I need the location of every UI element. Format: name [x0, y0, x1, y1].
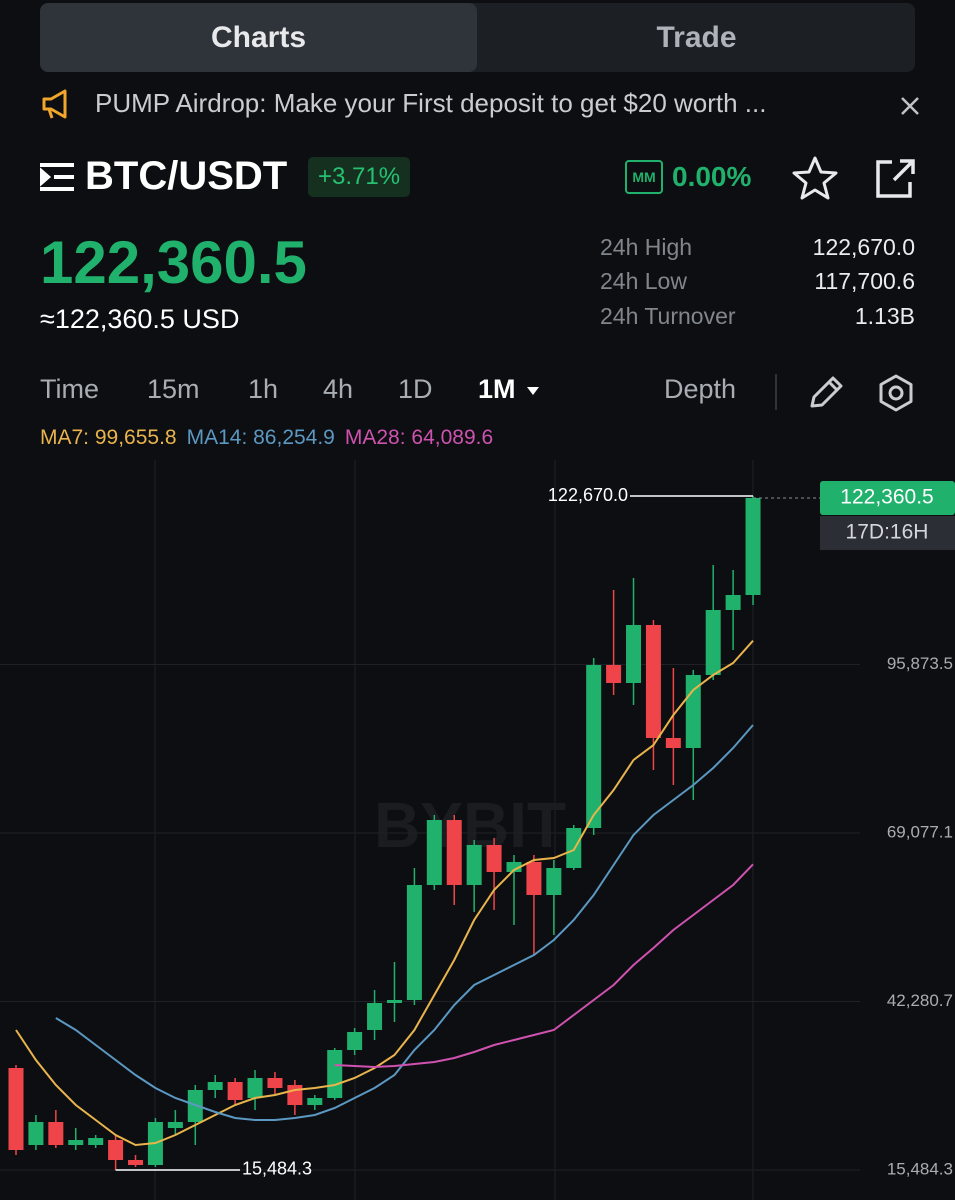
pair-symbol[interactable]: BTC/USDT: [85, 154, 288, 198]
candle-body: [486, 844, 502, 872]
depth-tab[interactable]: Depth: [664, 374, 737, 404]
mm-rate: 0.00%: [672, 161, 752, 192]
timeframe[interactable]: 1h: [248, 374, 279, 404]
candle-body: [406, 884, 422, 1000]
high-label: 122,670.0: [548, 485, 628, 505]
ma-legend-item: MA7: 99,655.8: [40, 426, 177, 449]
candle-body: [48, 1121, 64, 1145]
price-change: +3.71%: [308, 157, 411, 197]
candle-body: [466, 844, 482, 885]
candle-body: [546, 867, 562, 895]
candle-body: [167, 1121, 183, 1129]
timeframe[interactable]: 1D: [398, 374, 433, 404]
candle-body: [207, 1081, 223, 1090]
caret: [527, 387, 539, 395]
countdown-badge: [820, 515, 955, 550]
candle-body: [247, 1077, 263, 1098]
chart: BYBIT 15,484.342,280.769,077.195,873.512…: [0, 460, 955, 1200]
y-tick-label: 69,077.1: [887, 822, 953, 841]
last-price-badge: [820, 480, 955, 515]
settings-icon[interactable]: [876, 373, 916, 413]
candle-body: [8, 1068, 24, 1150]
ma-legend-item: MA14: 86,254.9: [186, 426, 335, 449]
candle-body: [705, 609, 721, 675]
candle-body: [506, 861, 522, 872]
candle-body: [645, 624, 661, 738]
draw-icon[interactable]: [806, 374, 846, 410]
last-price: 122,360.5: [40, 229, 307, 296]
share-icon[interactable]: [872, 156, 918, 202]
banner-text[interactable]: PUMP Airdrop: Make your First deposit to…: [95, 88, 767, 118]
candle-body: [446, 819, 462, 885]
candle-body: [586, 664, 602, 828]
tab[interactable]: Trade: [656, 20, 737, 54]
candle-body: [108, 1139, 124, 1160]
timeframe-active[interactable]: 1M: [478, 374, 516, 404]
candle-body: [347, 1031, 363, 1050]
stat-value: 122,670.0: [812, 234, 915, 260]
timeframe[interactable]: Time: [40, 374, 99, 404]
candle-body: [606, 664, 622, 683]
y-tick-label: 42,280.7: [887, 991, 953, 1010]
candle-body: [307, 1097, 323, 1105]
menu-icon[interactable]: [40, 162, 76, 192]
ma-line: [55, 724, 754, 1121]
candle-body: [526, 861, 542, 895]
candle-body: [426, 819, 442, 885]
tab[interactable]: Charts: [40, 3, 477, 72]
tab-bar: Charts Trade: [40, 3, 915, 72]
y-tick-label: 95,873.5: [887, 654, 953, 673]
stat-label: 24h Low: [600, 268, 687, 294]
candle-body: [68, 1139, 84, 1145]
candle-body: [88, 1137, 104, 1145]
ma-line: [334, 863, 754, 1069]
candle-body: [128, 1159, 144, 1165]
ma-line: [15, 640, 754, 1147]
timeframe[interactable]: 4h: [323, 374, 354, 404]
stat-label: 24h High: [600, 234, 693, 260]
candle-body: [725, 594, 741, 610]
candle-body: [367, 1002, 383, 1030]
stat-value: 117,700.6: [814, 268, 915, 294]
stat-value: 1.13B: [854, 303, 915, 329]
candle-body: [227, 1081, 243, 1100]
candle-body: [386, 999, 402, 1003]
last-price-label: 122,360.5: [840, 486, 933, 509]
close-icon[interactable]: [898, 94, 922, 118]
countdown: 17D:16H: [846, 521, 929, 544]
candle-body: [28, 1121, 44, 1145]
favorite-icon[interactable]: [790, 154, 840, 202]
candle-body: [287, 1084, 303, 1105]
candle-body: [327, 1049, 343, 1098]
separator: [775, 374, 777, 410]
candle-body: [267, 1077, 283, 1088]
ma-legend: MA7: 99,655.8 MA14: 86,254.9 MA28: 64,089.…: [40, 426, 493, 450]
y-tick-label: 15,484.3: [887, 1159, 953, 1178]
candle-body: [665, 737, 681, 748]
megaphone-icon: [42, 89, 67, 119]
candle-body: [626, 624, 642, 683]
stat-label: 24h Turnover: [600, 303, 736, 329]
ma-legend-item: MA28: 64,089.6: [344, 426, 494, 449]
low-label: 15,484.3: [242, 1159, 312, 1179]
candle-body: [745, 497, 761, 595]
mm-badge: MM: [625, 160, 663, 194]
timeframe[interactable]: 15m: [147, 374, 200, 404]
usd-price: ≈122,360.5 USD: [40, 304, 240, 334]
